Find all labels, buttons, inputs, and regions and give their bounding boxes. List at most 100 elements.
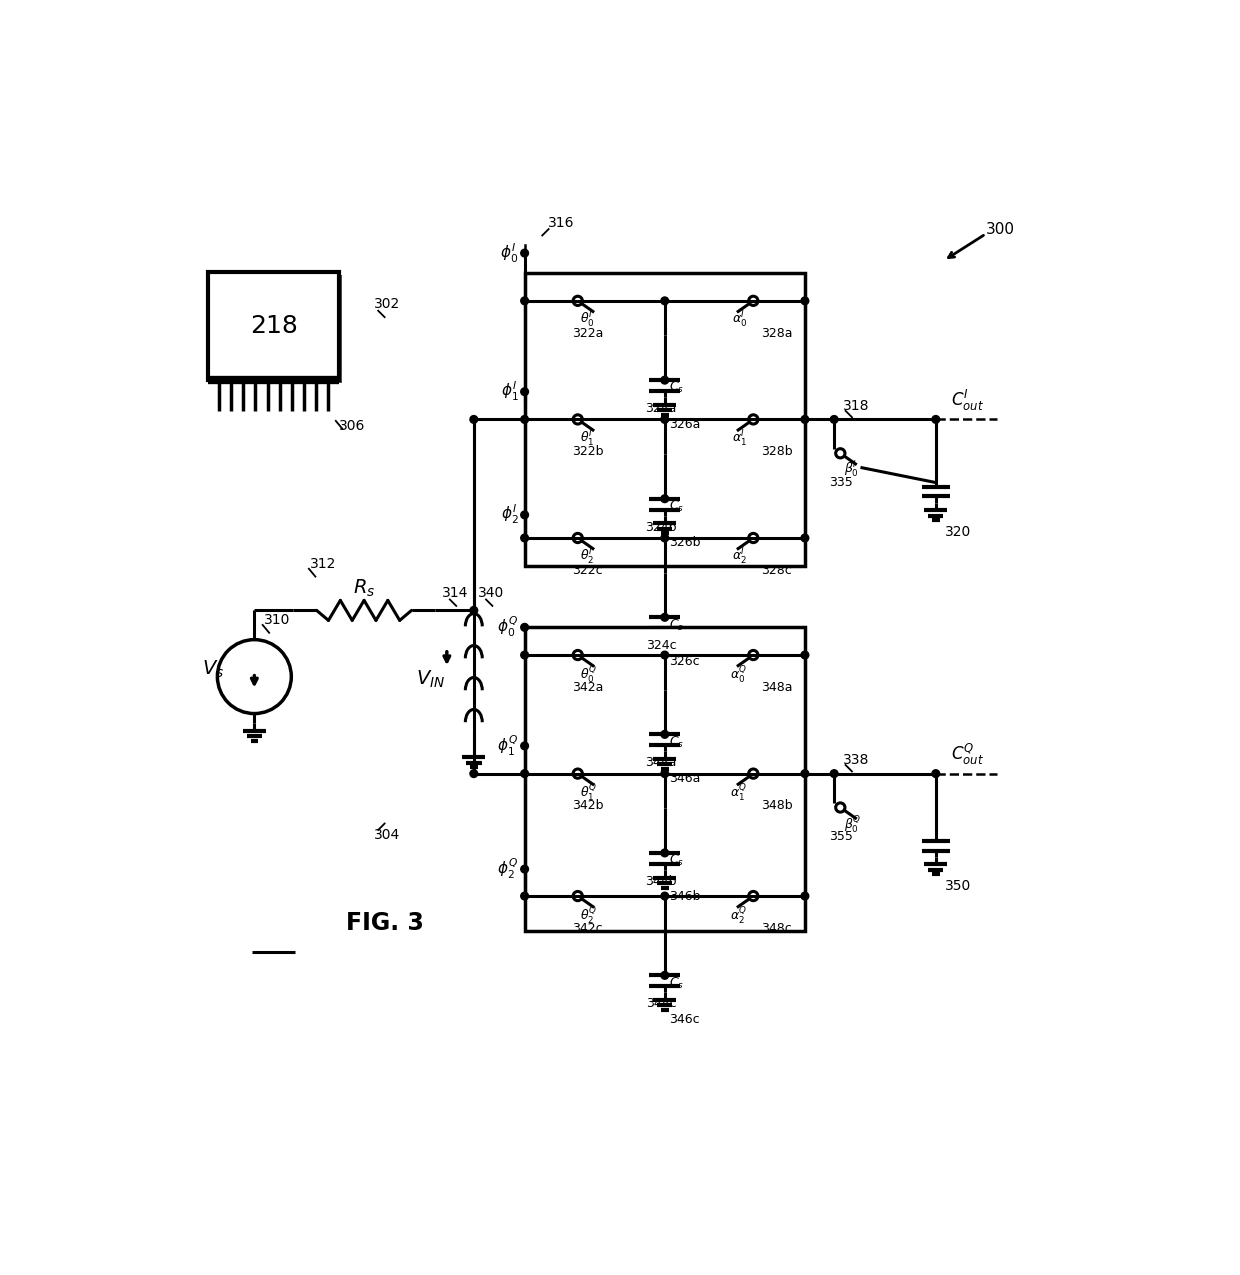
Bar [525, 273, 805, 566]
Text: 306: 306 [339, 419, 366, 434]
Text: $\phi^I_0$: $\phi^I_0$ [500, 241, 518, 265]
Circle shape [661, 972, 668, 979]
Text: 326b: 326b [668, 536, 701, 550]
Circle shape [661, 534, 668, 542]
Circle shape [801, 534, 808, 542]
Text: 350: 350 [945, 878, 971, 892]
Text: 326a: 326a [668, 417, 701, 431]
Text: 344b: 344b [645, 875, 677, 887]
Text: 304: 304 [373, 829, 401, 843]
Text: 322c: 322c [572, 564, 603, 576]
Text: $\alpha^I_0$: $\alpha^I_0$ [732, 310, 748, 330]
Circle shape [521, 892, 528, 900]
Text: 355: 355 [828, 830, 853, 843]
Text: 348b: 348b [761, 799, 792, 812]
Text: 324a: 324a [645, 402, 677, 416]
Text: $\theta^I_2$: $\theta^I_2$ [580, 547, 594, 567]
Circle shape [932, 416, 940, 423]
Text: 324b: 324b [645, 520, 677, 534]
Text: 346b: 346b [668, 890, 701, 903]
Text: $\alpha^I_2$: $\alpha^I_2$ [733, 547, 748, 567]
Circle shape [831, 770, 838, 778]
Text: $C_s$: $C_s$ [668, 617, 683, 632]
Circle shape [831, 416, 838, 423]
Text: $\phi^Q_1$: $\phi^Q_1$ [497, 734, 518, 757]
Circle shape [661, 849, 668, 857]
Text: 342c: 342c [572, 922, 603, 935]
Text: $\phi^Q_0$: $\phi^Q_0$ [497, 616, 518, 639]
Text: $\theta^Q_1$: $\theta^Q_1$ [580, 783, 598, 803]
Circle shape [521, 623, 528, 631]
Text: $C^Q_{out}$: $C^Q_{out}$ [951, 742, 985, 768]
Circle shape [801, 297, 808, 305]
Text: 346c: 346c [668, 1012, 699, 1026]
Text: $\phi^I_2$: $\phi^I_2$ [501, 504, 518, 527]
Circle shape [661, 613, 668, 621]
Circle shape [661, 495, 668, 502]
Text: 302: 302 [373, 297, 401, 311]
Text: $\alpha^Q_2$: $\alpha^Q_2$ [730, 905, 748, 926]
Circle shape [521, 652, 528, 659]
Text: $\alpha^Q_1$: $\alpha^Q_1$ [730, 783, 748, 803]
Circle shape [661, 416, 668, 423]
Text: 344c: 344c [646, 997, 676, 1010]
Circle shape [661, 731, 668, 738]
Circle shape [932, 770, 940, 778]
Circle shape [801, 892, 808, 900]
Text: 342b: 342b [572, 799, 603, 812]
Text: $\theta^Q_2$: $\theta^Q_2$ [580, 905, 598, 926]
Text: 335: 335 [828, 476, 853, 490]
Text: $\theta^I_0$: $\theta^I_0$ [580, 310, 595, 330]
Circle shape [470, 607, 477, 615]
Text: 218: 218 [249, 314, 298, 338]
Bar [525, 627, 805, 931]
Text: FIG. 3: FIG. 3 [346, 912, 424, 935]
Circle shape [470, 770, 477, 778]
Text: 326c: 326c [668, 654, 699, 668]
Circle shape [521, 297, 528, 305]
Text: $V_{IN}$: $V_{IN}$ [417, 669, 445, 690]
Circle shape [801, 770, 808, 778]
Circle shape [470, 416, 477, 423]
Text: $\alpha^I_1$: $\alpha^I_1$ [732, 428, 748, 449]
Text: 348a: 348a [761, 681, 792, 694]
Circle shape [521, 534, 528, 542]
Text: 324c: 324c [646, 639, 676, 653]
Circle shape [521, 742, 528, 750]
Text: $\theta^I_1$: $\theta^I_1$ [580, 428, 594, 449]
Bar [208, 273, 339, 380]
Text: 338: 338 [843, 752, 869, 766]
Text: 348c: 348c [761, 922, 792, 935]
Circle shape [801, 652, 808, 659]
Text: 322a: 322a [572, 326, 603, 339]
Text: 310: 310 [264, 613, 290, 627]
Circle shape [521, 511, 528, 519]
Circle shape [521, 770, 528, 778]
Text: 342a: 342a [572, 681, 603, 694]
Circle shape [521, 866, 528, 873]
Text: $C_s$: $C_s$ [668, 380, 683, 395]
Text: $\phi^Q_2$: $\phi^Q_2$ [497, 857, 518, 881]
Text: 328b: 328b [761, 445, 792, 458]
Circle shape [661, 376, 668, 384]
Circle shape [661, 892, 668, 900]
Text: 312: 312 [310, 557, 336, 571]
Text: $R_s$: $R_s$ [353, 578, 376, 599]
Circle shape [801, 416, 808, 423]
Text: 316: 316 [548, 215, 574, 230]
Text: $C_s$: $C_s$ [668, 499, 683, 514]
Text: 340: 340 [477, 586, 503, 601]
Text: 346a: 346a [668, 771, 701, 784]
Circle shape [521, 249, 528, 258]
Text: $C_s$: $C_s$ [668, 734, 683, 750]
Bar [211, 275, 342, 384]
Text: $\phi^I_1$: $\phi^I_1$ [501, 380, 518, 403]
Text: 322b: 322b [572, 445, 603, 458]
Text: 328a: 328a [761, 326, 792, 339]
Text: 300: 300 [986, 223, 1014, 237]
Circle shape [661, 297, 668, 305]
Circle shape [521, 416, 528, 423]
Text: 320: 320 [945, 525, 971, 539]
Text: $C_s$: $C_s$ [668, 853, 683, 868]
Text: $\alpha^Q_0$: $\alpha^Q_0$ [730, 664, 748, 685]
